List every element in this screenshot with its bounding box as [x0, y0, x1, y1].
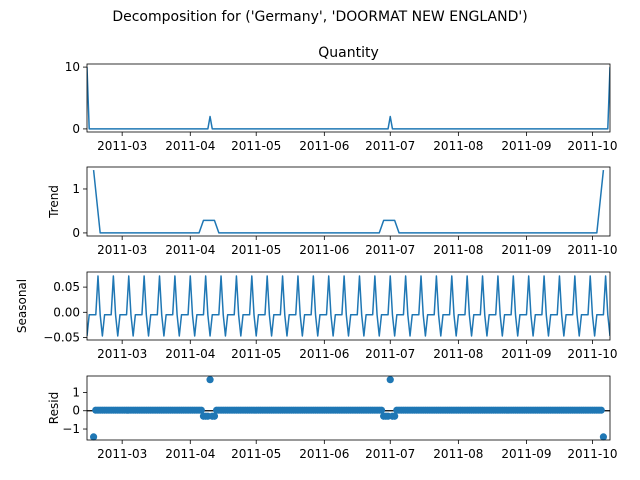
x-tick-label: 2011-03 — [97, 139, 147, 153]
axes-frame — [86, 375, 611, 441]
x-tick-label: 2011-05 — [231, 447, 281, 461]
axes-frame — [86, 63, 611, 133]
plot-area — [92, 170, 605, 234]
x-tick-label: 2011-08 — [433, 243, 483, 257]
y-tick-label: 1 — [72, 182, 80, 196]
x-tick-label: 2011-10 — [567, 447, 617, 461]
series-line — [92, 170, 605, 234]
residual-point — [597, 406, 605, 414]
subplot-4: Resid 1 0 −1 2011-03 2011-04 2011-05 2011-06 201… — [47, 375, 617, 461]
x-tick-label: 2011-04 — [165, 139, 215, 153]
y-tick-label: −0.05 — [43, 330, 80, 344]
x-tick-label: 2011-06 — [299, 347, 349, 361]
plot-area — [87, 67, 610, 130]
y-tick-label: −1 — [62, 422, 80, 436]
x-tick-label: 2011-07 — [365, 347, 415, 361]
x-tick-label: 2011-07 — [365, 447, 415, 461]
y-axis-label: Trend — [47, 185, 61, 219]
x-tick-label: 2011-06 — [299, 243, 349, 257]
residual-point — [377, 406, 386, 414]
subplot-3: Seasonal 0.05 0.00 −0.05 2011-03 2011-04 2011-… — [15, 271, 617, 361]
x-tick-label: 2011-06 — [299, 139, 349, 153]
residual-point — [386, 376, 394, 384]
y-axis-label: Seasonal — [15, 279, 29, 333]
y-tick-label: 10 — [65, 60, 80, 74]
x-tick-label: 2011-09 — [501, 139, 551, 153]
x-tick-label: 2011-09 — [501, 347, 551, 361]
subplot-2: Trend 0 1 2011-03 2011-04 2011-05 2011-06 2011-… — [47, 166, 617, 257]
y-tick-label: 0 — [72, 122, 80, 136]
x-tick-label: 2011-04 — [165, 347, 215, 361]
figure-suptitle: Decomposition for ('Germany', 'DOORMAT N… — [112, 9, 527, 25]
x-tick-label: 2011-03 — [97, 243, 147, 257]
x-tick-label: 2011-08 — [433, 347, 483, 361]
plot-area — [87, 275, 610, 337]
y-tick-label: 0 — [72, 226, 80, 240]
y-tick-label: 1 — [72, 385, 80, 399]
residual-point — [197, 406, 205, 414]
residual-point — [89, 433, 98, 441]
x-tick-label: 2011-08 — [433, 447, 483, 461]
x-tick-label: 2011-09 — [501, 243, 551, 257]
residual-point — [206, 376, 214, 384]
x-tick-label: 2011-10 — [567, 243, 617, 257]
x-tick-label: 2011-03 — [97, 447, 147, 461]
y-axis-label: Resid — [47, 392, 61, 424]
x-tick-label: 2011-04 — [165, 243, 215, 257]
x-tick-label: 2011-03 — [97, 347, 147, 361]
x-tick-label: 2011-05 — [231, 139, 281, 153]
x-tick-label: 2011-10 — [567, 347, 617, 361]
residual-point — [599, 433, 608, 441]
x-tick-label: 2011-05 — [231, 243, 281, 257]
axes-frame — [86, 166, 611, 237]
x-tick-label: 2011-05 — [231, 347, 281, 361]
x-tick-label: 2011-09 — [501, 447, 551, 461]
x-tick-label: 2011-07 — [365, 139, 415, 153]
axes-frame — [86, 271, 611, 341]
y-tick-label: 0 — [72, 404, 80, 418]
x-tick-label: 2011-08 — [433, 139, 483, 153]
residual-point — [210, 412, 219, 420]
y-tick-label: 0.00 — [53, 305, 80, 319]
subplot-1: Quantity 0 10 2011-03 2011-04 2011-05 2011-06 2… — [65, 45, 618, 153]
x-tick-label: 2011-04 — [165, 447, 215, 461]
subplot-title: Quantity — [318, 45, 379, 61]
series-line — [87, 275, 610, 337]
series-line — [87, 67, 610, 130]
residual-point — [391, 412, 399, 420]
x-tick-label: 2011-10 — [567, 139, 617, 153]
y-tick-label: 0.05 — [53, 280, 80, 294]
x-tick-label: 2011-07 — [365, 243, 415, 257]
x-tick-label: 2011-06 — [299, 447, 349, 461]
